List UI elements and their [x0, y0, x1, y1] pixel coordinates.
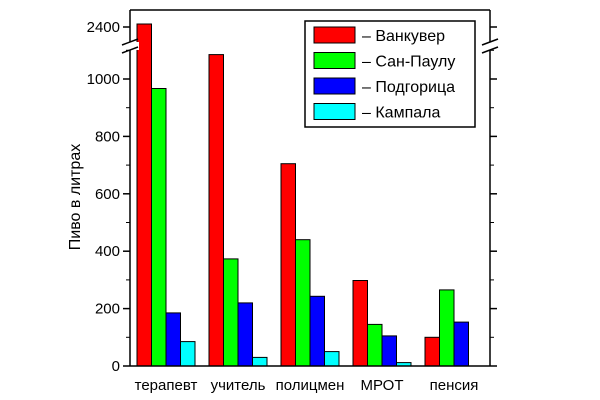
y-tick-2400-label: 2400	[87, 19, 120, 36]
left-break-gap	[121, 42, 139, 50]
bar-терапевт-Кампала	[180, 341, 196, 367]
bar-МРОТ-Подгорица	[381, 335, 397, 367]
bar-пенсия-Подгорица	[453, 321, 469, 367]
right-break-gap	[481, 42, 499, 50]
y-tick-200-label: 200	[95, 301, 120, 318]
legend-swatch-Кампала	[313, 103, 356, 120]
y-tick-1000-label: 1000	[87, 71, 120, 88]
y-tick-400-label: 400	[95, 243, 120, 260]
bar-полицмен-Подгорица	[309, 295, 325, 367]
bar-пенсия-Ванкувер	[424, 336, 440, 367]
bar-терапевт-Подгорица	[165, 312, 181, 367]
bar-учитель-Кампала	[252, 356, 268, 367]
right-break-mark-top	[481, 38, 499, 46]
y-tick-600-label: 600	[95, 186, 120, 203]
bar-учитель-Сан-Паулу	[223, 258, 239, 367]
x-tick-label-МРОТ: МРОТ	[360, 377, 403, 394]
bar-полицмен-Сан-Паулу	[295, 239, 311, 367]
bar-учитель-Ванкувер	[208, 54, 224, 367]
category-labels-group: терапевт учитель полицмен МРОТ пенсия	[135, 377, 479, 394]
y-tick-0-label: 0	[112, 358, 120, 375]
bar-терапевт-Сан-Паулу	[151, 88, 167, 367]
legend-label-Ванкувер: – Ванкувер	[362, 28, 445, 45]
bar-полицмен-Ванкувер	[280, 163, 296, 367]
legend-label-Подгорица: – Подгорица	[362, 79, 455, 96]
legend-swatch-Подгорица	[313, 77, 356, 95]
y-axis-label: Пиво в литрах	[67, 144, 84, 250]
bar-пенсия-Сан-Паулу	[439, 289, 455, 367]
bar-терапевт-Ванкувер	[136, 23, 152, 367]
x-tick-label-полицмен: полицмен	[276, 377, 345, 394]
bars-group	[136, 23, 469, 367]
bar-МРОТ-Ванкувер	[352, 280, 368, 367]
legend-label-Сан-Паулу: – Сан-Паулу	[362, 54, 455, 71]
bar-учитель-Подгорица	[237, 302, 253, 367]
legend-swatch-Ванкувер	[313, 26, 356, 44]
legend-swatch-Сан-Паулу	[313, 52, 356, 69]
bar-МРОТ-Сан-Паулу	[367, 323, 383, 367]
x-tick-label-пенсия: пенсия	[430, 377, 479, 394]
legend-label-Кампала: – Кампала	[362, 105, 440, 122]
y-tick-800-label: 800	[95, 128, 120, 145]
x-tick-label-терапевт: терапевт	[135, 377, 198, 394]
x-tick-label-учитель: учитель	[211, 377, 266, 394]
ticks-group: 0 200 400 600 800 1000 2400	[87, 19, 497, 375]
left-break-mark-top	[121, 38, 139, 46]
bar-полицмен-Кампала	[324, 351, 340, 367]
legend: – Ванкувер – Сан-Паулу – Подгорица – Кампал…	[304, 20, 476, 128]
